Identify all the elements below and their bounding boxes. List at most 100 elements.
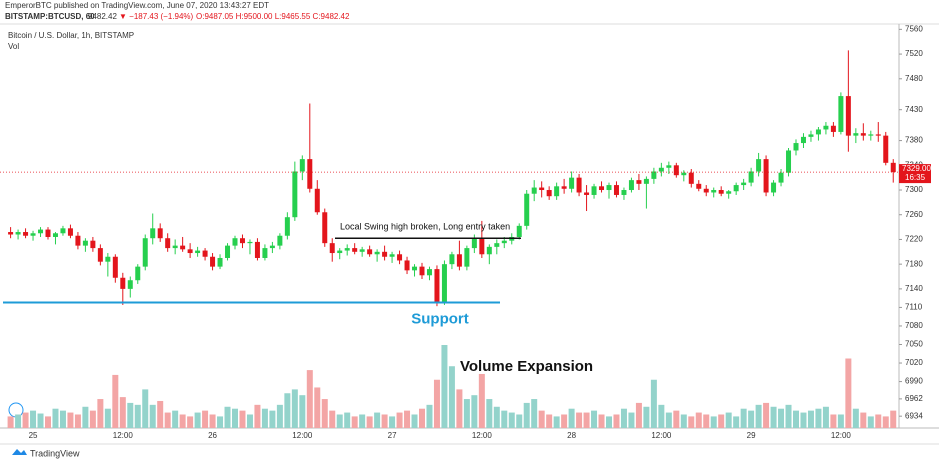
candle-body bbox=[38, 229, 44, 234]
candle-body bbox=[150, 228, 156, 239]
volume-bar bbox=[336, 414, 343, 428]
volume-bar bbox=[291, 389, 298, 428]
y-tick-label: 7430 bbox=[905, 105, 923, 114]
candle-body bbox=[890, 162, 896, 173]
volume-bar bbox=[426, 404, 433, 428]
footer-logo bbox=[12, 449, 27, 455]
candle-body bbox=[232, 238, 238, 246]
support-text: Support bbox=[411, 310, 469, 327]
candle-body bbox=[666, 165, 672, 168]
candle-body bbox=[277, 235, 283, 246]
volume-bar bbox=[187, 416, 194, 428]
volume-bar bbox=[30, 410, 37, 428]
candle-body bbox=[838, 96, 844, 132]
candle-body bbox=[860, 133, 866, 136]
y-tick-label: 7480 bbox=[905, 74, 923, 83]
candle-body bbox=[823, 125, 829, 130]
volume-bar bbox=[628, 412, 635, 428]
candle-body bbox=[254, 241, 260, 258]
candle-body bbox=[105, 256, 111, 262]
candle-body bbox=[516, 225, 522, 237]
candle-body bbox=[569, 177, 575, 189]
candle-body bbox=[808, 134, 814, 137]
volume-bar bbox=[673, 410, 680, 428]
volume-bar bbox=[456, 389, 463, 428]
x-tick-label: 26 bbox=[208, 431, 217, 440]
candle-body bbox=[494, 243, 500, 247]
candle-body bbox=[195, 250, 201, 254]
volume-bar bbox=[52, 408, 59, 428]
volume-bar bbox=[119, 397, 126, 428]
volume-bar bbox=[576, 412, 583, 428]
volume-bar bbox=[837, 414, 844, 428]
volume-bar bbox=[718, 414, 725, 428]
x-tick-label: 12:00 bbox=[113, 431, 134, 440]
candle-body bbox=[883, 135, 889, 163]
candle-body bbox=[681, 172, 687, 176]
volume-bar bbox=[45, 416, 51, 428]
candle-body bbox=[584, 192, 590, 195]
volume-bar bbox=[665, 412, 672, 428]
candle-body bbox=[718, 190, 724, 194]
x-tick-label: 29 bbox=[747, 431, 756, 440]
volume-bar bbox=[351, 416, 358, 428]
volume-bar bbox=[67, 412, 74, 428]
candle-body bbox=[135, 266, 141, 281]
y-tick-label: 7300 bbox=[905, 185, 923, 194]
candle-body bbox=[419, 266, 425, 276]
candle-body bbox=[845, 96, 851, 136]
candle-body bbox=[756, 159, 762, 172]
candle-body bbox=[576, 177, 582, 193]
volume-bar bbox=[501, 410, 508, 428]
volume-bar bbox=[688, 416, 695, 428]
volume-bar bbox=[620, 408, 627, 428]
x-tick-label: 12:00 bbox=[472, 431, 493, 440]
volume-bar bbox=[306, 370, 313, 428]
candle-body bbox=[225, 245, 231, 258]
volume-bar bbox=[800, 412, 807, 428]
volume-bar bbox=[890, 410, 897, 428]
candle-body bbox=[673, 165, 679, 176]
candle-body bbox=[628, 180, 634, 191]
candle-body bbox=[314, 188, 320, 213]
volume-bar bbox=[546, 414, 553, 428]
price-tag bbox=[899, 164, 931, 184]
candle-body bbox=[180, 245, 186, 250]
symbol-line: BITSTAMP:BTCUSD, 60 bbox=[5, 12, 95, 21]
volume-bar bbox=[194, 412, 201, 428]
volume-bar bbox=[635, 402, 642, 428]
volume-bar bbox=[112, 374, 119, 428]
volume-bar bbox=[299, 395, 306, 428]
volume-bar bbox=[239, 410, 246, 428]
candle-body bbox=[711, 190, 717, 193]
volume-bar bbox=[523, 402, 530, 428]
volume-bar bbox=[882, 416, 889, 428]
volume-bar bbox=[733, 416, 740, 428]
volume-bar bbox=[725, 412, 732, 428]
volume-bar bbox=[82, 406, 89, 428]
volume-bar bbox=[852, 408, 859, 428]
candle-body bbox=[875, 134, 881, 136]
candle-body bbox=[389, 254, 395, 257]
volume-bar bbox=[613, 414, 620, 428]
candle-body bbox=[247, 241, 253, 244]
volume-bar bbox=[59, 410, 66, 428]
candle-body bbox=[771, 182, 777, 193]
candle-body bbox=[322, 212, 328, 244]
volume-bar bbox=[785, 404, 792, 428]
volume-bar bbox=[763, 402, 770, 428]
volume-bar bbox=[37, 413, 44, 428]
volume-bar bbox=[486, 399, 493, 428]
y-tick-label: 7140 bbox=[905, 284, 923, 293]
candle-body bbox=[412, 266, 418, 271]
y-tick-label: 7080 bbox=[905, 321, 923, 330]
volume-bar bbox=[591, 410, 598, 428]
candle-body bbox=[696, 183, 702, 189]
y-tick-label: 7560 bbox=[905, 24, 923, 33]
volume-bar bbox=[246, 414, 253, 428]
volume-bar bbox=[179, 414, 186, 428]
volume-bar bbox=[209, 414, 216, 428]
volume-label: Vol bbox=[8, 42, 19, 51]
